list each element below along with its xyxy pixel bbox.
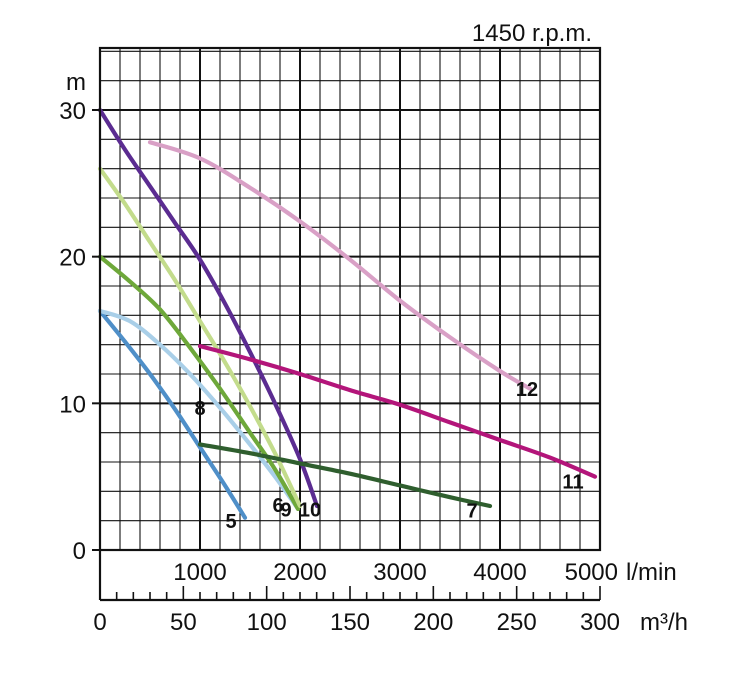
x-tick-label-lmin: 3000 [373,559,426,586]
curve-label-8: 8 [194,398,205,420]
curve-12 [147,140,533,391]
curve-7 [197,442,493,509]
curve-10 [97,107,320,509]
curve-label-9: 9 [280,499,291,521]
x-axis-unit-lmin: l/min [626,559,677,586]
x-tick-label-m3h: 0 [93,609,106,636]
x-tick-label-lmin: 2000 [273,559,326,586]
x-tick-label-m3h: 250 [497,609,537,636]
y-tick-label: 20 [59,245,86,272]
y-tick-labels: 0 10 20 30 [59,98,86,565]
curve-labels: 5 69 10 8 7 11 12 [194,379,583,533]
curve-label-6: 6 [272,495,283,517]
curve-9 [97,166,303,509]
curve-label-5: 5 [225,511,236,533]
x-tick-label-lmin: 1000 [173,559,226,586]
curve-label-10: 10 [299,499,321,521]
performance-curves [97,107,598,520]
chart-axes [92,46,602,602]
curve-6 [97,308,301,512]
x-tick-label-m3h: 50 [170,609,197,636]
x-tick-label-m3h: 150 [330,609,370,636]
x-tick-label-m3h: 200 [413,609,453,636]
x-tick-label-lmin: 5000 [565,559,618,586]
x-axis-unit-m3h: m³/h [640,609,688,636]
x-tick-label-m3h: 100 [247,609,287,636]
curve-label-12: 12 [516,379,538,401]
curve-11 [197,344,598,479]
x-tick-label-m3h: 300 [580,609,620,636]
chart-grid [100,48,600,550]
y-axis-unit: m [66,69,86,96]
curve-8 [97,254,301,512]
x-tick-labels-m3h: 0 50 100 150 200 250 300 [93,609,620,636]
curve-5 [97,308,248,520]
y-tick-label: 10 [59,391,86,418]
x-tick-label-lmin: 4000 [473,559,526,586]
curve-label-11: 11 [562,471,583,493]
y-tick-label: 30 [59,98,86,125]
x-tick-labels-lmin: 1000 2000 3000 4000 5000 [173,559,618,586]
curve-label-7: 7 [466,501,477,523]
chart-title: 1450 r.p.m. [472,20,592,47]
y-tick-label: 0 [73,538,86,565]
plot-frame [98,46,602,552]
